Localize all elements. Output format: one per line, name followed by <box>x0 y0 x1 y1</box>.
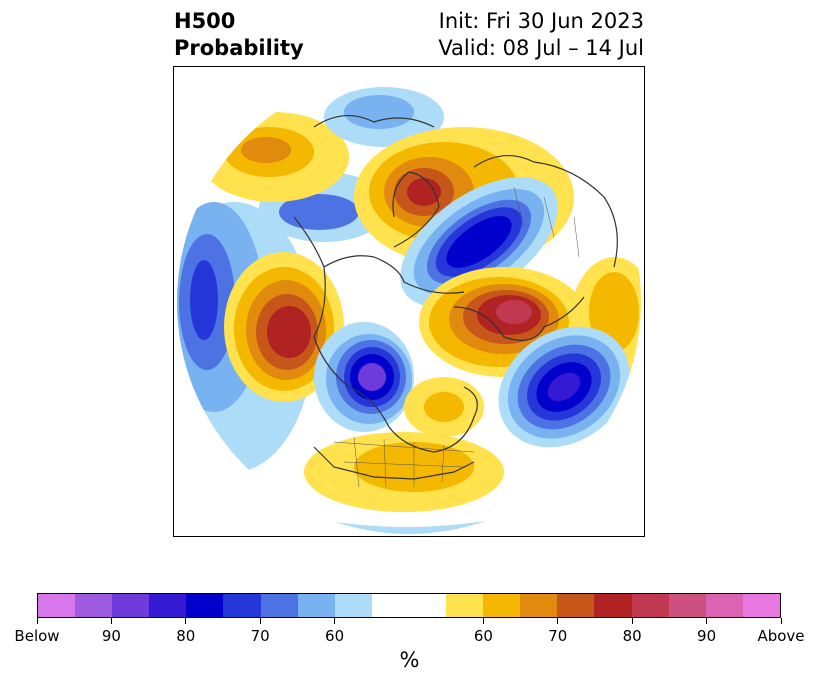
probability-map <box>173 66 645 537</box>
colorbar-swatch <box>742 594 780 617</box>
colorbar-swatch <box>520 594 558 617</box>
colorbar-swatch <box>594 594 632 617</box>
anomaly-arctic <box>400 177 558 307</box>
anomaly-field <box>177 70 641 534</box>
anomaly-ne-pacific <box>224 252 344 402</box>
colorbar-swatch <box>297 594 335 617</box>
colorbar-swatch <box>38 594 76 617</box>
colorbar-swatch <box>631 594 669 617</box>
run-info: Init: Fri 30 Jun 2023 Valid: 08 Jul – 14 … <box>438 8 644 62</box>
colorbar-tick <box>780 618 782 624</box>
chart-title: H500 Probability <box>174 8 304 62</box>
colorbar-tick <box>557 618 559 624</box>
colorbar-tick-label: 90 <box>697 627 717 645</box>
colorbar-swatch <box>334 594 372 617</box>
colorbar-tick-label: 80 <box>622 627 642 645</box>
colorbar-unit-label: % <box>399 648 420 672</box>
colorbar-tick <box>482 618 484 624</box>
colorbar-swatch <box>223 594 261 617</box>
anomaly-north-atlantic <box>498 326 630 448</box>
colorbar-tick <box>706 618 708 624</box>
colorbar-tick <box>259 618 261 624</box>
anomaly-united-states <box>304 377 504 512</box>
colorbar-tick <box>631 618 633 624</box>
colorbar-swatch <box>668 594 706 617</box>
colorbar-tick <box>334 618 336 624</box>
colorbar-swatch <box>149 594 187 617</box>
anomaly-siberia <box>324 87 444 147</box>
colorbar-swatch <box>260 594 298 617</box>
title-line-1: H500 <box>174 9 236 33</box>
colorbar-swatch <box>483 594 521 617</box>
colorbar-swatch <box>557 594 595 617</box>
colorbar-swatch <box>371 594 409 617</box>
colorbar-swatch <box>75 594 113 617</box>
coastlines <box>293 114 618 480</box>
map-svg <box>177 70 641 534</box>
colorbar-swatch <box>446 594 484 617</box>
colorbar-tick-label: 60 <box>325 627 345 645</box>
anomaly-canada <box>314 322 414 432</box>
colorbar-tick-label: 70 <box>250 627 270 645</box>
colorbar-tick <box>36 618 38 624</box>
colorbar-tick-labels: Below 90 80 70 60 60 70 80 90 Above <box>14 627 804 647</box>
colorbar-swatch <box>408 594 447 617</box>
colorbar-swatch <box>705 594 743 617</box>
valid-period: Valid: 08 Jul – 14 Jul <box>438 36 644 60</box>
colorbar-tick <box>110 618 112 624</box>
colorbar-tick <box>185 618 187 624</box>
colorbar <box>37 593 781 618</box>
colorbar-tick-label: 60 <box>473 627 493 645</box>
colorbar-ticks <box>36 618 782 628</box>
colorbar-tick-label: 80 <box>176 627 196 645</box>
colorbar-swatch <box>112 594 150 617</box>
colorbar-tick-label: Above <box>757 627 805 645</box>
init-date: Init: Fri 30 Jun 2023 <box>438 9 644 33</box>
colorbar-tick-label: 90 <box>101 627 121 645</box>
colorbar-tick-label: 70 <box>548 627 568 645</box>
title-line-2: Probability <box>174 36 304 60</box>
colorbar-swatch <box>186 594 224 617</box>
colorbar-tick-label: Below <box>14 627 60 645</box>
